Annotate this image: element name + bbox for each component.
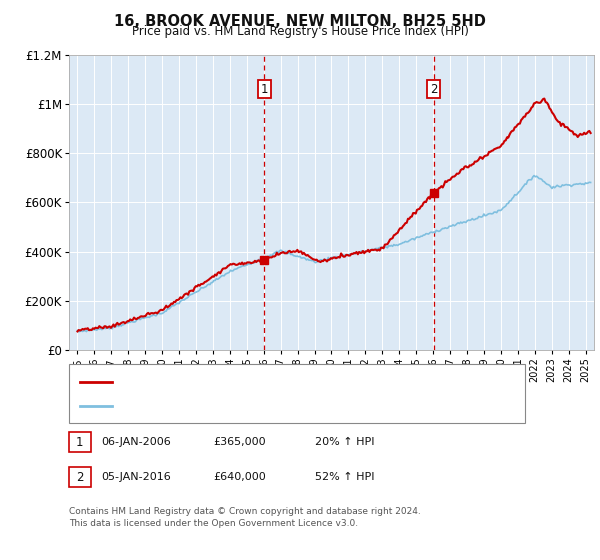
Text: 05-JAN-2016: 05-JAN-2016	[101, 472, 171, 482]
Text: HPI: Average price, detached house, New Forest: HPI: Average price, detached house, New …	[118, 402, 369, 412]
Text: £365,000: £365,000	[213, 437, 266, 447]
Text: 16, BROOK AVENUE, NEW MILTON, BH25 5HD: 16, BROOK AVENUE, NEW MILTON, BH25 5HD	[114, 14, 486, 29]
Text: 16, BROOK AVENUE, NEW MILTON, BH25 5HD (detached house): 16, BROOK AVENUE, NEW MILTON, BH25 5HD (…	[118, 377, 449, 386]
Text: 2: 2	[430, 83, 437, 96]
Text: £640,000: £640,000	[213, 472, 266, 482]
Text: 20% ↑ HPI: 20% ↑ HPI	[315, 437, 374, 447]
Text: Price paid vs. HM Land Registry's House Price Index (HPI): Price paid vs. HM Land Registry's House …	[131, 25, 469, 38]
Text: 1: 1	[76, 436, 83, 449]
Text: 1: 1	[260, 83, 268, 96]
Text: 06-JAN-2006: 06-JAN-2006	[101, 437, 171, 447]
Text: 2: 2	[76, 470, 83, 484]
Text: 52% ↑ HPI: 52% ↑ HPI	[315, 472, 374, 482]
Text: Contains HM Land Registry data © Crown copyright and database right 2024.
This d: Contains HM Land Registry data © Crown c…	[69, 507, 421, 528]
